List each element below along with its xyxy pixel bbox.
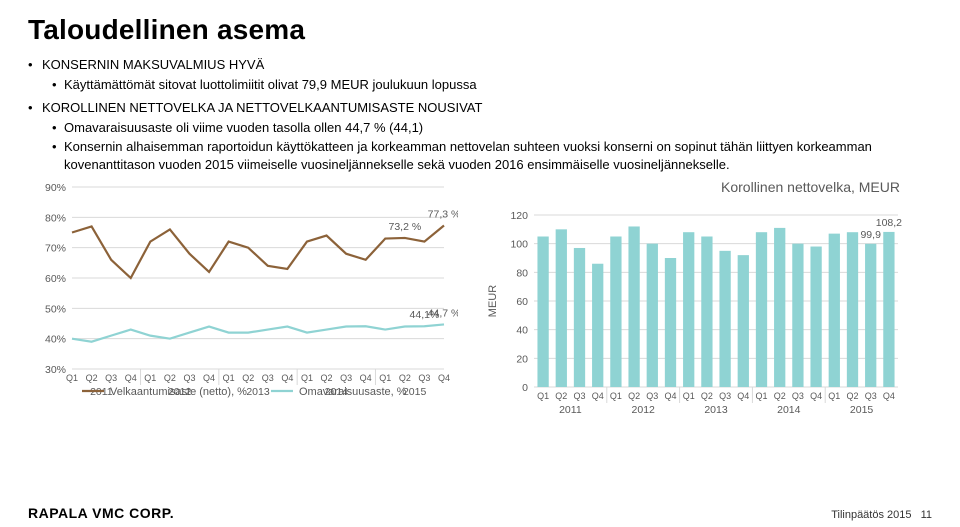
svg-text:Q4: Q4 (360, 373, 372, 383)
svg-text:Q3: Q3 (573, 391, 585, 401)
svg-text:Q2: Q2 (628, 391, 640, 401)
svg-text:Q2: Q2 (555, 391, 567, 401)
svg-text:2014: 2014 (777, 404, 801, 416)
bullet-2-text: KOROLLINEN NETTOVELKA JA NETTOVELKAANTUM… (42, 100, 482, 115)
svg-text:90%: 90% (45, 182, 66, 194)
svg-text:Q1: Q1 (683, 391, 695, 401)
company-logo: RAPALA VMC CORP. (28, 505, 174, 521)
svg-text:Q2: Q2 (774, 391, 786, 401)
svg-text:Q4: Q4 (438, 373, 450, 383)
svg-text:Q3: Q3 (719, 391, 731, 401)
svg-text:Q3: Q3 (792, 391, 804, 401)
bullet-2b: Konsernin alhaisemman raportoidun käyttö… (52, 138, 932, 173)
svg-text:20: 20 (516, 354, 528, 366)
bullet-1a-text: Käyttämättömät sitovat luottolimiitit ol… (64, 77, 477, 92)
doc-title: Tilinpäätös 2015 (831, 509, 911, 521)
svg-text:80%: 80% (45, 213, 66, 225)
svg-text:2013: 2013 (704, 404, 728, 416)
svg-text:Velkaantumisaste (netto), %: Velkaantumisaste (netto), % (110, 386, 247, 398)
svg-text:Q3: Q3 (418, 373, 430, 383)
svg-text:Q2: Q2 (701, 391, 713, 401)
svg-text:Q2: Q2 (399, 373, 411, 383)
svg-text:70%: 70% (45, 243, 66, 255)
svg-text:Q1: Q1 (610, 391, 622, 401)
bar-chart: Korollinen nettovelka, MEUR 0 20 40 60 80 100… (482, 179, 912, 437)
svg-text:99,9: 99,9 (860, 229, 881, 241)
svg-text:Q3: Q3 (183, 373, 195, 383)
svg-text:77,3 %: 77,3 % (428, 209, 458, 221)
svg-text:80: 80 (516, 268, 528, 280)
svg-text:Q3: Q3 (262, 373, 274, 383)
footer-right: Tilinpäätös 2015 11 (831, 509, 932, 521)
svg-text:40: 40 (516, 325, 528, 337)
bar-chart-title: Korollinen nettovelka, MEUR (482, 179, 912, 195)
svg-text:50%: 50% (45, 304, 66, 316)
bullet-2: KOROLLINEN NETTOVELKA JA NETTOVELKAANTUM… (28, 99, 932, 173)
svg-text:Q1: Q1 (144, 373, 156, 383)
svg-text:73,2 %: 73,2 % (388, 221, 421, 233)
svg-text:Q4: Q4 (125, 373, 137, 383)
svg-text:120: 120 (510, 210, 528, 222)
bar-chart-svg: 0 20 40 60 80 100 120 MEUR 99,9108,2 Q1 Q2 Q3 Q4 Q1 Q2… (482, 197, 912, 432)
footer: RAPALA VMC CORP. Tilinpäätös 2015 11 (28, 505, 932, 521)
svg-text:60%: 60% (45, 273, 66, 285)
svg-text:2011: 2011 (559, 404, 582, 416)
svg-text:Omavaraisuusaste, %: Omavaraisuusaste, % (299, 386, 407, 398)
svg-text:Q1: Q1 (223, 373, 235, 383)
svg-text:40%: 40% (45, 334, 66, 346)
svg-text:Q3: Q3 (105, 373, 117, 383)
page-title: Taloudellinen asema (28, 14, 932, 46)
svg-text:Q4: Q4 (203, 373, 215, 383)
svg-text:Q4: Q4 (281, 373, 293, 383)
bullet-2a: Omavaraisuusaste oli viime vuoden tasoll… (52, 119, 932, 137)
svg-text:Q1: Q1 (379, 373, 391, 383)
svg-text:Q2: Q2 (846, 391, 858, 401)
svg-text:2013: 2013 (246, 386, 270, 398)
svg-text:Q3: Q3 (340, 373, 352, 383)
svg-text:Q3: Q3 (646, 391, 658, 401)
svg-text:Q4: Q4 (737, 391, 749, 401)
page-number: 11 (921, 509, 932, 521)
svg-text:MEUR: MEUR (487, 285, 499, 317)
svg-text:Q4: Q4 (883, 391, 895, 401)
svg-text:Q1: Q1 (66, 373, 78, 383)
svg-text:Q1: Q1 (301, 373, 313, 383)
svg-text:0: 0 (522, 382, 528, 394)
svg-text:Q2: Q2 (321, 373, 333, 383)
svg-text:2012: 2012 (632, 404, 656, 416)
svg-text:Q1: Q1 (828, 391, 840, 401)
svg-text:Q4: Q4 (592, 391, 604, 401)
svg-text:Q1: Q1 (755, 391, 767, 401)
svg-text:100: 100 (510, 239, 528, 251)
bullet-2a-text: Omavaraisuusaste oli viime vuoden tasoll… (64, 120, 423, 135)
line-chart-svg: 30% 40% 50% 60% 70% 80% 90% Q1 Q2 Q3 Q4 Q1 Q2 Q3 Q4 Q1 Q… (28, 179, 458, 414)
svg-text:Q1: Q1 (537, 391, 549, 401)
svg-text:44,7 %: 44,7 % (428, 308, 458, 320)
bullet-1-text: KONSERNIN MAKSUVALMIUS HYVÄ (42, 57, 264, 72)
bullet-1: KONSERNIN MAKSUVALMIUS HYVÄ Käyttämättöm… (28, 56, 932, 93)
svg-text:60: 60 (516, 296, 528, 308)
bullet-1a: Käyttämättömät sitovat luottolimiitit ol… (52, 76, 932, 94)
charts-row: 30% 40% 50% 60% 70% 80% 90% Q1 Q2 Q3 Q4 Q1 Q2 Q3 Q4 Q1 Q… (28, 179, 932, 437)
svg-text:Q2: Q2 (164, 373, 176, 383)
svg-text:30%: 30% (45, 364, 66, 376)
svg-text:Q4: Q4 (810, 391, 822, 401)
bullet-2b-text: Konsernin alhaisemman raportoidun käyttö… (64, 139, 872, 172)
svg-text:Q2: Q2 (242, 373, 254, 383)
svg-text:Q3: Q3 (865, 391, 877, 401)
svg-text:Q2: Q2 (86, 373, 98, 383)
svg-text:Q4: Q4 (664, 391, 676, 401)
svg-text:108,2: 108,2 (876, 217, 902, 229)
bullet-list: KONSERNIN MAKSUVALMIUS HYVÄ Käyttämättöm… (28, 56, 932, 173)
line-chart: 30% 40% 50% 60% 70% 80% 90% Q1 Q2 Q3 Q4 Q1 Q2 Q3 Q4 Q1 Q… (28, 179, 458, 437)
svg-text:2015: 2015 (850, 404, 874, 416)
